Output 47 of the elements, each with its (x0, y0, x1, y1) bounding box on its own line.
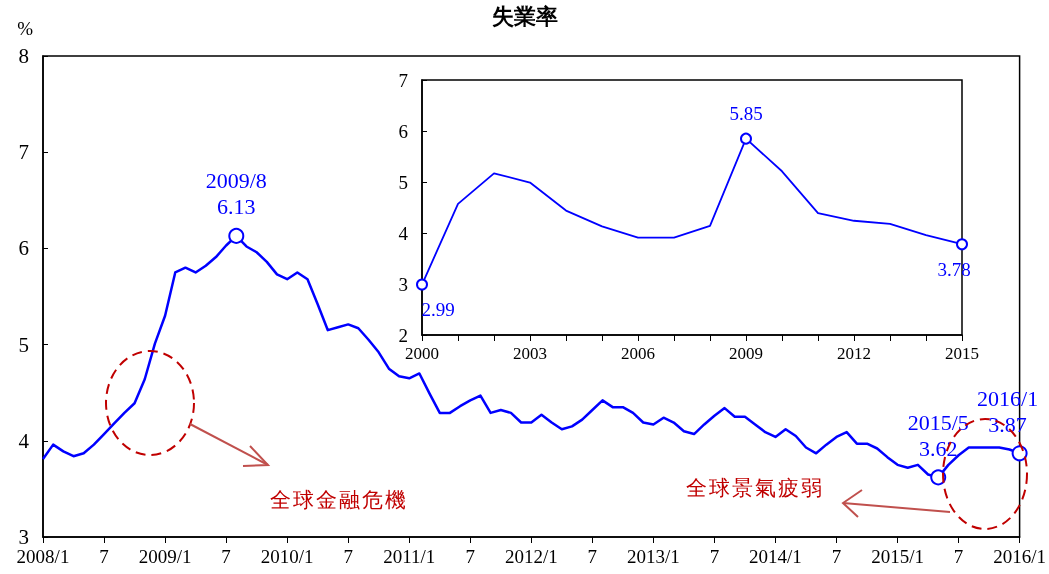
x-tick-label: 2016/1 (993, 546, 1046, 567)
y-tick-label: 6 (398, 120, 408, 142)
data-label: 5.85 (729, 103, 763, 125)
x-tick-label: 7 (343, 546, 353, 567)
y-tick-label: 2 (398, 324, 408, 346)
x-tick-label: 7 (221, 546, 231, 567)
x-tick-label: 2010/1 (260, 546, 314, 567)
x-tick-label: 2012/1 (504, 546, 558, 567)
y-tick-label: 3 (18, 525, 29, 549)
y-tick-label: 5 (398, 171, 408, 193)
y-tick-label: 7 (18, 140, 29, 165)
y-tick-label: 4 (398, 222, 409, 244)
point (228, 227, 245, 244)
x-tick-label: 2006 (621, 344, 655, 363)
x-tick-label: 2015/1 (871, 546, 924, 567)
y-tick-label: 8 (18, 44, 29, 68)
chart-title: 失業率 (491, 3, 558, 29)
y-tick-label: 3 (398, 273, 408, 295)
annotation: 全球景氣疲弱 (686, 475, 824, 502)
y-axis-title: % (17, 18, 34, 39)
x-tick-label: 2011/1 (383, 546, 436, 567)
x-tick-label: 7 (709, 546, 720, 567)
x-tick-label: 2012 (837, 344, 871, 363)
x-tick-label: 7 (953, 546, 964, 567)
point (956, 238, 968, 251)
data-label: 2009/8 6.13 (205, 168, 267, 220)
y-tick-label: 7 (398, 69, 408, 91)
x-tick-label: 2009 (729, 344, 763, 363)
x-tick-label: 2013/1 (626, 546, 680, 567)
x-tick-label: 2009/1 (138, 546, 192, 567)
annotation: 全球金融危機 (270, 487, 408, 514)
x-tick-label: 2000 (405, 344, 439, 363)
x-tick-label: 7 (831, 546, 842, 567)
x-tick-label: 2015 (945, 344, 979, 363)
x-tick-label: 2008/1 (16, 546, 70, 567)
data-label: 2015/5 3.62 (907, 409, 969, 461)
x-tick-label: 7 (465, 546, 476, 567)
point (1011, 445, 1028, 462)
y-tick-label: 4 (18, 428, 30, 453)
y-tick-label: 6 (18, 236, 29, 261)
x-tick-label: 2014/1 (749, 546, 802, 567)
point (740, 132, 752, 145)
x-tick-label: 7 (99, 546, 109, 567)
x-tick-label: 7 (587, 546, 598, 567)
point (416, 278, 428, 291)
x-tick-label: 2003 (513, 344, 547, 363)
y-tick-label: 5 (18, 332, 29, 357)
